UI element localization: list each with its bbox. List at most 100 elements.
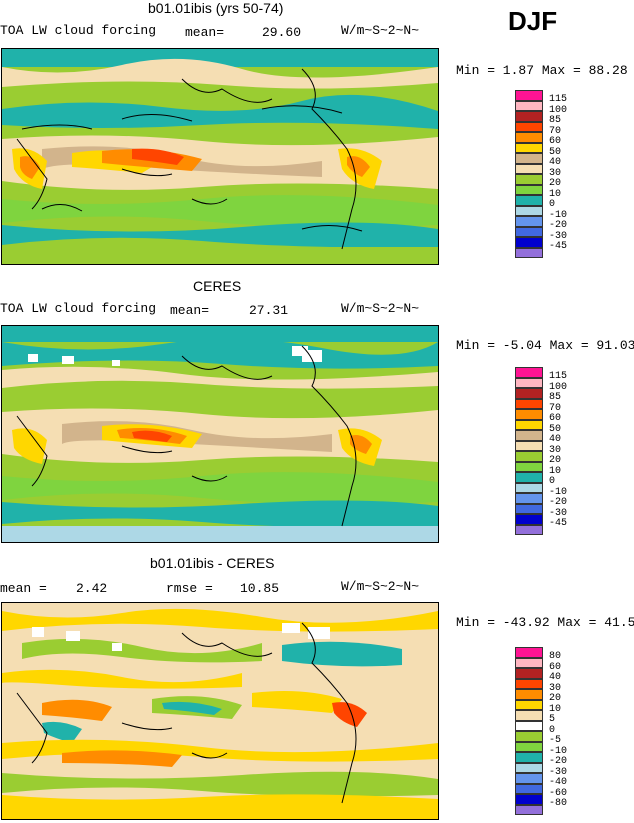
panel-1-level-label: 0 bbox=[549, 199, 556, 210]
panel-1-swatch bbox=[515, 132, 543, 143]
panel-2-variable-label: TOA LW cloud forcing bbox=[0, 301, 157, 316]
panel-3-level-label: 0 bbox=[549, 724, 556, 736]
panel-2-swatch bbox=[515, 451, 543, 462]
panel-2-swatch bbox=[515, 524, 543, 535]
panel-3-level-label: -10 bbox=[549, 745, 568, 757]
panel-1-swatch bbox=[515, 184, 543, 195]
panel-1-mean-value: 29.60 bbox=[262, 25, 302, 40]
panel-2-swatch bbox=[515, 461, 543, 472]
panel-1-level-label: -10 bbox=[549, 209, 568, 221]
panel-1-swatch bbox=[515, 247, 543, 258]
panel-1-map bbox=[1, 48, 439, 265]
panel-3-swatch bbox=[515, 762, 543, 773]
panel-3-mean-value: 2.42 bbox=[76, 581, 108, 596]
panel-1-swatch bbox=[515, 226, 543, 237]
panel-3-mean-label: mean = bbox=[0, 581, 47, 596]
panel-3-swatch bbox=[515, 794, 543, 805]
panel-2-title: CERES bbox=[193, 278, 242, 294]
panel-3-min-max: Min = -43.92 Max = 41.58 bbox=[456, 615, 634, 630]
panel-2-level-label: -10 bbox=[549, 486, 568, 498]
panel-1-level-label: 50 bbox=[549, 146, 562, 158]
panel-3-colorbar bbox=[515, 647, 543, 815]
panel-1-level-label: 70 bbox=[549, 125, 562, 137]
panel-2-level-label: 50 bbox=[549, 423, 562, 435]
panel-2-swatch bbox=[515, 514, 543, 525]
panel-3-swatch bbox=[515, 657, 543, 668]
season-label: DJF bbox=[508, 6, 558, 36]
panel-2-level-label: 0 bbox=[549, 476, 556, 487]
panel-3-map bbox=[1, 602, 439, 820]
panel-3-rmse-value: 10.85 bbox=[240, 581, 280, 596]
panel-3-level-label: 5 bbox=[549, 714, 556, 725]
panel-3-level-label: -5 bbox=[549, 735, 562, 746]
panel-1-swatch bbox=[515, 111, 543, 122]
panel-2-swatch bbox=[515, 430, 543, 441]
panel-2-swatch bbox=[515, 419, 543, 430]
panel-3-level-label: 60 bbox=[549, 661, 562, 673]
panel-2-mean-label: mean= bbox=[170, 303, 210, 318]
panel-1-swatch bbox=[515, 163, 543, 174]
panel-2-level-label: 60 bbox=[549, 413, 562, 424]
panel-2-swatch bbox=[515, 493, 543, 504]
panel-1-min-max: Min = 1.87 Max = 88.28 bbox=[456, 63, 628, 78]
panel-1-variable-label: TOA LW cloud forcing bbox=[0, 23, 157, 38]
panel-2-colorbar bbox=[515, 367, 543, 535]
panel-2-mean-value: 27.31 bbox=[249, 303, 289, 318]
panel-2-level-label: -20 bbox=[549, 497, 568, 508]
panel-2-swatch bbox=[515, 482, 543, 493]
panel-3-swatch bbox=[515, 710, 543, 721]
panel-1-title: b01.01ibis (yrs 50-74) bbox=[148, 0, 284, 16]
panel-2-level-label: 115 bbox=[549, 371, 568, 382]
panel-2-level-label: 85 bbox=[549, 392, 562, 403]
panel-2-level-label: 30 bbox=[549, 444, 562, 456]
panel-1-swatch bbox=[515, 237, 543, 248]
panel-1-swatch bbox=[515, 174, 543, 185]
panel-2-level-label: 40 bbox=[549, 434, 562, 445]
panel-2-swatch bbox=[515, 472, 543, 483]
panel-3-level-label: -80 bbox=[549, 798, 568, 809]
panel-3-swatch bbox=[515, 752, 543, 763]
panel-2-map bbox=[1, 325, 439, 543]
panel-1-swatch bbox=[515, 216, 543, 227]
panel-3-swatch bbox=[515, 773, 543, 784]
panel-1-swatch bbox=[515, 90, 543, 101]
panel-2-min-max: Min = -5.04 Max = 91.03 bbox=[456, 338, 634, 353]
panel-1-level-label: -20 bbox=[549, 220, 568, 231]
panel-3-swatch bbox=[515, 783, 543, 794]
panel-3-swatch bbox=[515, 668, 543, 679]
panel-3-rmse-label: rmse = bbox=[166, 581, 213, 596]
panel-1-level-label: 85 bbox=[549, 115, 562, 126]
panel-3-level-label: -20 bbox=[549, 756, 568, 767]
panel-1-units: W/m~S~2~N~ bbox=[341, 23, 420, 38]
panel-3-swatch bbox=[515, 720, 543, 731]
panel-2-swatch bbox=[515, 503, 543, 514]
panel-2-swatch bbox=[515, 388, 543, 399]
panel-2-level-label: 100 bbox=[549, 381, 568, 393]
panel-2-level-label: 10 bbox=[549, 465, 562, 477]
panel-1-swatch bbox=[515, 153, 543, 164]
panel-1-swatch bbox=[515, 205, 543, 216]
panel-2-level-label: 70 bbox=[549, 402, 562, 414]
panel-3-swatch bbox=[515, 678, 543, 689]
panel-2-swatch bbox=[515, 367, 543, 378]
panel-1-mean-label: mean= bbox=[185, 25, 225, 40]
panel-3-level-label: -40 bbox=[549, 777, 568, 788]
panel-1-swatch bbox=[515, 142, 543, 153]
panel-2-units: W/m~S~2~N~ bbox=[341, 301, 420, 316]
panel-1-swatch bbox=[515, 121, 543, 132]
panel-3-level-label: 80 bbox=[549, 651, 562, 662]
panel-3-level-label: -30 bbox=[549, 766, 568, 778]
panel-1-swatch bbox=[515, 100, 543, 111]
panel-3-units: W/m~S~2~N~ bbox=[341, 579, 420, 594]
panel-1-level-label: 115 bbox=[549, 94, 568, 105]
panel-3-swatch bbox=[515, 647, 543, 658]
panel-3-swatch bbox=[515, 699, 543, 710]
panel-1-level-label: 20 bbox=[549, 178, 562, 189]
panel-3-swatch bbox=[515, 731, 543, 742]
panel-1-level-label: 60 bbox=[549, 136, 562, 147]
panel-3-level-label: 20 bbox=[549, 693, 562, 704]
panel-1-level-label: 10 bbox=[549, 188, 562, 200]
panel-3-level-label: 30 bbox=[549, 682, 562, 694]
panel-3-level-label: 40 bbox=[549, 672, 562, 683]
panel-3-level-label: -60 bbox=[549, 787, 568, 799]
